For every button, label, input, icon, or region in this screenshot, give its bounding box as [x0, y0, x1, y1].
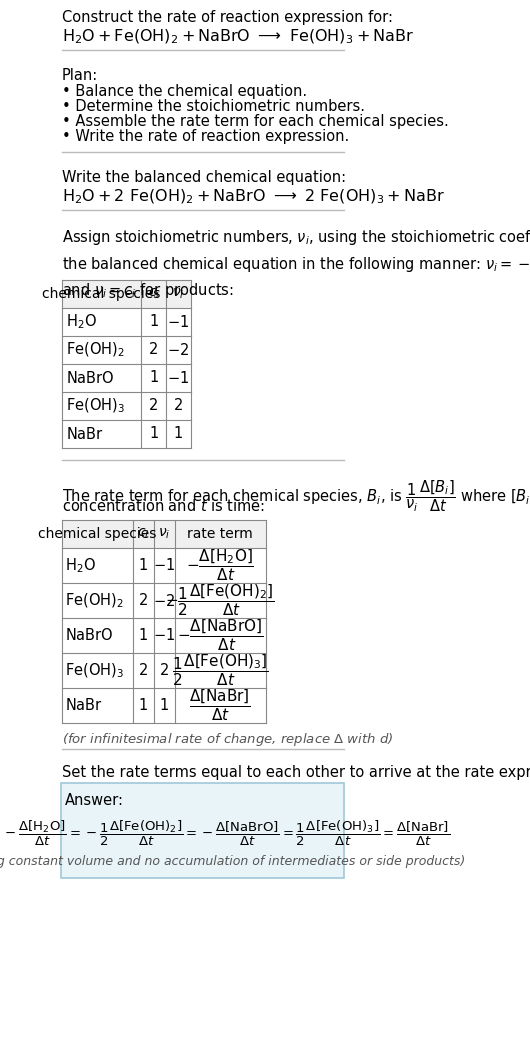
Text: • Assemble the rate term for each chemical species.: • Assemble the rate term for each chemic…: [61, 114, 448, 129]
Text: 1: 1: [139, 559, 148, 573]
Text: • Determine the stoichiometric numbers.: • Determine the stoichiometric numbers.: [61, 99, 365, 114]
Text: 1: 1: [174, 426, 183, 442]
Text: $\mathrm{H_2O}$: $\mathrm{H_2O}$: [65, 556, 96, 575]
Text: rate term: rate term: [187, 527, 253, 541]
Text: Plan:: Plan:: [61, 68, 98, 83]
Text: 1: 1: [149, 426, 158, 442]
Text: 1: 1: [139, 628, 148, 643]
Text: chemical species: chemical species: [42, 287, 161, 301]
Text: $-1$: $-1$: [153, 557, 175, 573]
Text: $\nu_i$: $\nu_i$: [158, 527, 171, 541]
Text: Set the rate terms equal to each other to arrive at the rate expression:: Set the rate terms equal to each other t…: [61, 765, 530, 780]
Text: The rate term for each chemical species, $B_i$, is $\dfrac{1}{\nu_i}\dfrac{\Delt: The rate term for each chemical species,…: [61, 478, 530, 514]
Text: concentration and $t$ is time:: concentration and $t$ is time:: [61, 498, 265, 514]
Text: $\mathrm{NaBr}$: $\mathrm{NaBr}$: [66, 426, 104, 442]
Text: $\mathrm{H_2O + Fe(OH)_2 + NaBrO \ \longrightarrow \ Fe(OH)_3 + NaBr}$: $\mathrm{H_2O + Fe(OH)_2 + NaBrO \ \long…: [61, 28, 413, 47]
Text: 2: 2: [174, 398, 183, 414]
Text: $\mathrm{Fe(OH)_3}$: $\mathrm{Fe(OH)_3}$: [66, 397, 125, 415]
Text: 1: 1: [149, 315, 158, 329]
Text: 2: 2: [149, 398, 158, 414]
Text: $-1$: $-1$: [153, 627, 175, 644]
FancyBboxPatch shape: [61, 520, 266, 548]
Text: 1: 1: [149, 371, 158, 386]
Text: $\mathrm{NaBrO}$: $\mathrm{NaBrO}$: [66, 370, 114, 386]
Text: 2: 2: [139, 663, 148, 678]
Text: (assuming constant volume and no accumulation of intermediates or side products): (assuming constant volume and no accumul…: [0, 855, 465, 868]
Text: $\mathrm{Fe(OH)_3}$: $\mathrm{Fe(OH)_3}$: [65, 662, 124, 679]
Text: $\dfrac{1}{2}\dfrac{\Delta[\mathrm{Fe(OH)_3}]}{\Delta t}$: $\dfrac{1}{2}\dfrac{\Delta[\mathrm{Fe(OH…: [172, 652, 269, 689]
Text: $\mathrm{Fe(OH)_2}$: $\mathrm{Fe(OH)_2}$: [65, 591, 124, 610]
Text: $-\dfrac{\Delta[\mathrm{H_2O}]}{\Delta t}$: $-\dfrac{\Delta[\mathrm{H_2O}]}{\Delta t…: [186, 548, 254, 584]
Text: Answer:: Answer:: [65, 793, 124, 808]
Text: 2: 2: [160, 663, 169, 678]
Text: $-2$: $-2$: [153, 593, 175, 609]
Text: Construct the rate of reaction expression for:: Construct the rate of reaction expressio…: [61, 10, 393, 25]
Text: $-\dfrac{\Delta[\mathrm{NaBrO}]}{\Delta t}$: $-\dfrac{\Delta[\mathrm{NaBrO}]}{\Delta …: [177, 618, 263, 653]
Text: 2: 2: [149, 343, 158, 357]
Text: $-1$: $-1$: [167, 314, 190, 330]
Text: 2: 2: [139, 593, 148, 607]
Text: $c_i$: $c_i$: [147, 287, 160, 301]
Text: $\mathrm{Fe(OH)_2}$: $\mathrm{Fe(OH)_2}$: [66, 341, 125, 359]
Text: 1: 1: [139, 698, 148, 713]
Text: (for infinitesimal rate of change, replace $\Delta$ with $d$): (for infinitesimal rate of change, repla…: [61, 731, 393, 748]
FancyBboxPatch shape: [61, 280, 191, 308]
Text: 1: 1: [160, 698, 169, 713]
Text: Write the balanced chemical equation:: Write the balanced chemical equation:: [61, 170, 346, 185]
Text: $-\dfrac{1}{2}\dfrac{\Delta[\mathrm{Fe(OH)_2}]}{\Delta t}$: $-\dfrac{1}{2}\dfrac{\Delta[\mathrm{Fe(O…: [165, 582, 275, 618]
FancyBboxPatch shape: [60, 783, 344, 878]
Text: chemical species: chemical species: [38, 527, 156, 541]
Text: $\mathrm{H_2O + 2\ Fe(OH)_2 + NaBrO \ \longrightarrow \ 2\ Fe(OH)_3 + NaBr}$: $\mathrm{H_2O + 2\ Fe(OH)_2 + NaBrO \ \l…: [61, 188, 444, 206]
Text: $\dfrac{\Delta[\mathrm{NaBr}]}{\Delta t}$: $\dfrac{\Delta[\mathrm{NaBr}]}{\Delta t}…: [189, 688, 251, 723]
Text: $\nu_i$: $\nu_i$: [172, 287, 184, 301]
Text: $\mathrm{H_2O}$: $\mathrm{H_2O}$: [66, 313, 97, 331]
Text: $\mathrm{NaBrO}$: $\mathrm{NaBrO}$: [65, 627, 113, 644]
Text: $c_i$: $c_i$: [137, 527, 149, 541]
Text: rate $= -\dfrac{\Delta[\mathrm{H_2O}]}{\Delta t} = -\dfrac{1}{2}\dfrac{\Delta[\m: rate $= -\dfrac{\Delta[\mathrm{H_2O}]}{\…: [0, 819, 450, 848]
Text: $-2$: $-2$: [167, 342, 190, 358]
Text: $\mathrm{NaBr}$: $\mathrm{NaBr}$: [65, 697, 103, 714]
Text: Assign stoichiometric numbers, $\nu_i$, using the stoichiometric coefficients, $: Assign stoichiometric numbers, $\nu_i$, …: [61, 228, 530, 300]
Text: $-1$: $-1$: [167, 370, 190, 386]
Text: • Write the rate of reaction expression.: • Write the rate of reaction expression.: [61, 129, 349, 144]
Text: • Balance the chemical equation.: • Balance the chemical equation.: [61, 84, 307, 99]
